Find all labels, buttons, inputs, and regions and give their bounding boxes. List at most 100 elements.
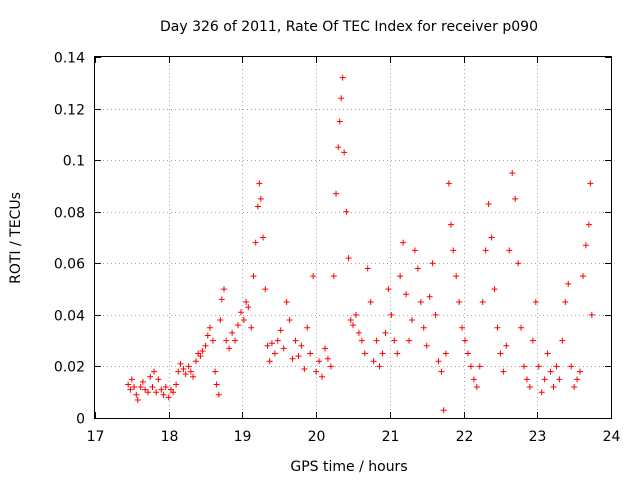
data-point bbox=[268, 340, 275, 347]
data-point bbox=[206, 324, 213, 331]
data-point bbox=[226, 345, 233, 352]
data-point bbox=[153, 389, 160, 396]
data-point bbox=[243, 298, 250, 305]
data-point bbox=[229, 329, 236, 336]
data-point bbox=[150, 368, 157, 375]
data-point bbox=[571, 384, 578, 391]
data-point bbox=[149, 384, 156, 391]
data-point bbox=[199, 347, 206, 354]
data-point bbox=[347, 317, 354, 324]
data-point bbox=[350, 322, 356, 329]
data-point bbox=[538, 389, 545, 396]
data-point bbox=[336, 118, 343, 125]
data-point bbox=[256, 180, 263, 187]
data-point bbox=[459, 324, 466, 331]
data-point bbox=[355, 329, 362, 336]
data-point bbox=[529, 337, 536, 344]
data-point bbox=[577, 368, 584, 375]
data-point bbox=[470, 376, 477, 383]
data-point bbox=[358, 337, 365, 344]
data-point bbox=[509, 170, 516, 177]
data-point bbox=[544, 350, 551, 357]
data-point bbox=[388, 311, 395, 318]
data-point bbox=[417, 298, 424, 305]
data-point bbox=[147, 373, 154, 380]
data-point bbox=[521, 363, 528, 370]
data-point bbox=[304, 324, 311, 331]
data-point bbox=[223, 337, 230, 344]
data-point bbox=[213, 381, 220, 388]
data-point bbox=[462, 337, 469, 344]
data-point bbox=[215, 391, 222, 398]
data-point bbox=[448, 221, 455, 228]
data-point bbox=[307, 350, 314, 357]
data-point bbox=[403, 291, 410, 298]
data-point bbox=[352, 311, 359, 318]
data-point bbox=[277, 327, 284, 334]
data-point bbox=[155, 376, 162, 383]
y-axis-label: ROTI / TECUs bbox=[8, 192, 24, 284]
data-point bbox=[128, 376, 135, 383]
data-point bbox=[257, 195, 264, 202]
data-point bbox=[406, 337, 413, 344]
data-point bbox=[235, 322, 242, 329]
data-point bbox=[420, 324, 427, 331]
data-point bbox=[145, 389, 152, 396]
data-point bbox=[316, 358, 323, 365]
data-point bbox=[177, 360, 184, 367]
data-point bbox=[137, 384, 144, 391]
data-point bbox=[500, 368, 507, 375]
data-point bbox=[182, 371, 189, 378]
data-point bbox=[535, 363, 542, 370]
data-point bbox=[133, 391, 140, 398]
data-point bbox=[190, 373, 197, 380]
data-point bbox=[515, 260, 522, 267]
data-point bbox=[250, 273, 257, 280]
data-point bbox=[440, 407, 447, 414]
data-point bbox=[429, 260, 436, 267]
data-point bbox=[232, 337, 239, 344]
data-point bbox=[541, 376, 548, 383]
data-point bbox=[556, 376, 563, 383]
data-point bbox=[295, 353, 302, 360]
data-point bbox=[187, 368, 194, 375]
y-tick-label: 0.02 bbox=[54, 360, 85, 376]
data-point bbox=[532, 298, 539, 305]
data-point bbox=[158, 386, 165, 393]
data-point bbox=[391, 337, 398, 344]
data-point bbox=[324, 355, 331, 362]
data-point bbox=[162, 384, 169, 391]
x-tick-label: 19 bbox=[234, 429, 252, 445]
data-point bbox=[245, 304, 252, 311]
data-point bbox=[376, 363, 383, 370]
data-point bbox=[139, 378, 146, 385]
data-point bbox=[494, 324, 501, 331]
data-point bbox=[339, 74, 346, 81]
data-point bbox=[426, 293, 433, 300]
data-point bbox=[283, 298, 290, 305]
data-point bbox=[262, 286, 269, 293]
x-tick-label: 21 bbox=[382, 429, 400, 445]
data-point bbox=[414, 265, 421, 272]
data-point bbox=[212, 368, 219, 375]
data-point bbox=[526, 384, 533, 391]
data-point bbox=[264, 342, 271, 349]
data-point bbox=[450, 247, 457, 254]
data-point bbox=[248, 324, 255, 331]
data-point bbox=[476, 363, 483, 370]
data-point bbox=[134, 396, 141, 403]
x-axis: 17 18 19 20 21 22 23 24 bbox=[87, 57, 620, 445]
y-tick-label: 0.1 bbox=[63, 154, 85, 170]
data-point bbox=[482, 247, 489, 254]
data-point bbox=[506, 247, 513, 254]
data-point bbox=[379, 350, 386, 357]
data-points bbox=[125, 74, 595, 414]
x-tick-label: 23 bbox=[529, 429, 547, 445]
data-point bbox=[497, 350, 504, 357]
data-point bbox=[345, 255, 352, 262]
plot-frame bbox=[94, 56, 612, 419]
data-point bbox=[266, 358, 273, 365]
data-point bbox=[209, 337, 216, 344]
data-point bbox=[485, 200, 492, 207]
